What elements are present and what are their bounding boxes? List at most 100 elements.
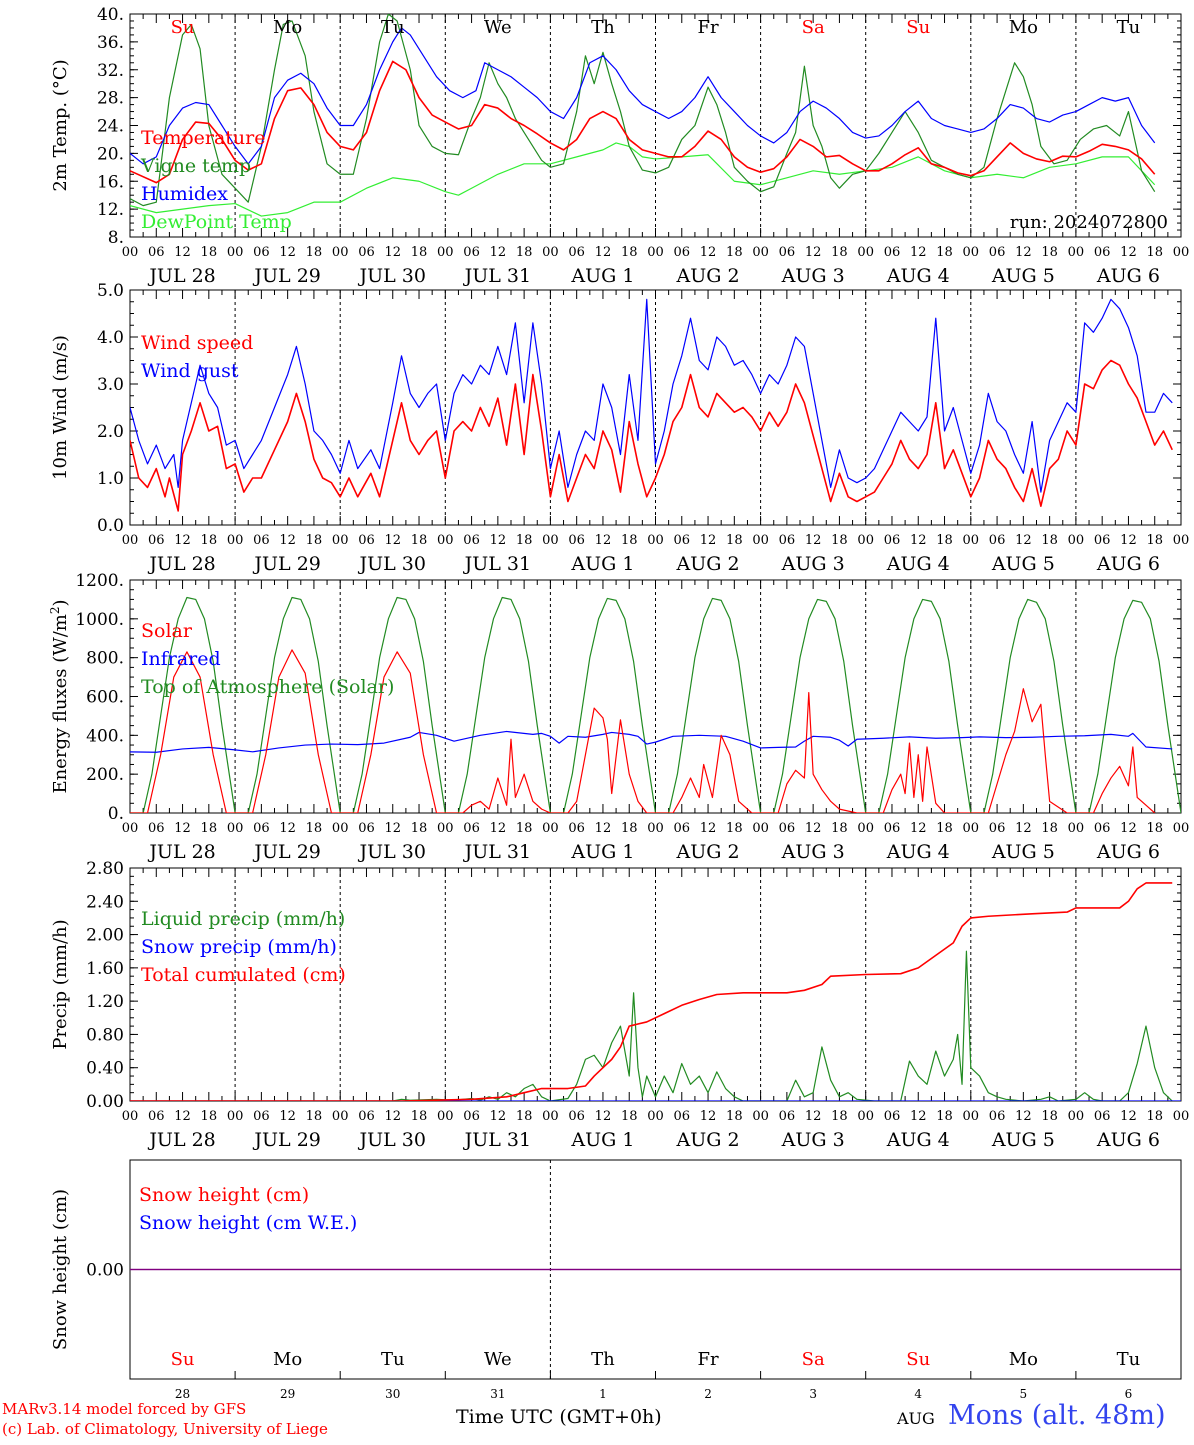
- legend-entry: DewPoint Temp: [141, 211, 292, 233]
- day-number-label: 3: [809, 1387, 817, 1401]
- hour-tick-label: 06: [989, 1109, 1006, 1124]
- hour-tick-label: 00: [1173, 245, 1190, 260]
- day-number-label: 6: [1125, 1387, 1133, 1401]
- hour-tick-label: 06: [463, 1109, 480, 1124]
- hour-tick-label: 12: [910, 533, 927, 548]
- hour-tick-label: 18: [621, 245, 638, 260]
- date-label: JUL 28: [147, 265, 215, 287]
- hour-tick-label: 00: [1068, 533, 1085, 548]
- date-label: JUL 30: [358, 553, 426, 575]
- hour-tick-label: 12: [1015, 821, 1032, 836]
- hour-tick-label: 06: [779, 533, 796, 548]
- hour-tick-label: 18: [516, 821, 533, 836]
- legend-entry: Snow precip (mm/h): [141, 936, 337, 958]
- date-label: AUG 4: [886, 841, 950, 863]
- hour-tick-label: 12: [1120, 245, 1137, 260]
- y-axis-label: 10m Wind (m/s): [50, 335, 71, 480]
- hour-tick-label: 00: [122, 245, 139, 260]
- hour-tick-label: 18: [516, 245, 533, 260]
- hour-tick-label: 18: [516, 1109, 533, 1124]
- date-label: AUG 5: [991, 841, 1055, 863]
- y-tick-label: 4.0: [97, 328, 124, 348]
- hour-tick-label: 12: [174, 245, 191, 260]
- date-label: AUG 2: [676, 553, 740, 575]
- legend-entry: Infrared: [141, 648, 221, 670]
- weekday-label: Sa: [802, 17, 825, 38]
- hour-tick-label: 18: [1041, 245, 1058, 260]
- hour-tick-label: 18: [1146, 821, 1163, 836]
- y-tick-label: 400.: [86, 726, 124, 746]
- panel-snow: Su 28 Mo 29 Tu 30 We 31 Th 1 Fr 2 Sa 3 Su 4 Mo 5 Tu 6 0.00 Sn…: [50, 1159, 1182, 1401]
- hour-tick-label: 06: [779, 1109, 796, 1124]
- series-line-top-of-atmosphere-solar: [130, 596, 1181, 813]
- hour-tick-label: 06: [253, 1109, 270, 1124]
- series-group: [130, 596, 1181, 813]
- hour-tick-label: 12: [805, 1109, 822, 1124]
- hour-tick-label: 00: [857, 533, 874, 548]
- hour-tick-label: 12: [595, 533, 612, 548]
- y-tick-label: 36.: [97, 33, 124, 53]
- y-tick-label: 20.: [97, 144, 124, 164]
- day-number-label: 2: [704, 1387, 712, 1401]
- hour-tick-label: 00: [1173, 1109, 1190, 1124]
- hour-tick-label: 12: [174, 1109, 191, 1124]
- y-tick-label: 0.80: [86, 1025, 124, 1045]
- y-tick-label: 0.: [108, 804, 124, 824]
- legend-entry: Snow height (cm): [139, 1184, 309, 1206]
- hour-tick-label: 00: [332, 533, 349, 548]
- hour-tick-label: 06: [463, 821, 480, 836]
- y-tick-label: 5.0: [97, 281, 124, 301]
- weekday-label: Fr: [698, 1349, 719, 1370]
- y-tick-label: 24.: [97, 117, 124, 137]
- hour-tick-label: 18: [411, 533, 428, 548]
- day-number-label: 4: [914, 1387, 922, 1401]
- hour-tick-label: 18: [726, 245, 743, 260]
- y-tick-label: 600.: [86, 688, 124, 708]
- hour-tick-label: 06: [568, 821, 585, 836]
- y-tick-label: 0.00: [86, 1092, 124, 1112]
- hour-tick-label: 12: [700, 533, 717, 548]
- y-axis-label: Snow height (cm): [50, 1189, 71, 1350]
- hour-tick-label: 00: [437, 533, 454, 548]
- date-label: JUL 29: [252, 841, 320, 863]
- date-label: AUG 3: [781, 1129, 845, 1151]
- hour-tick-label: 12: [384, 533, 401, 548]
- hour-tick-label: 12: [1015, 1109, 1032, 1124]
- hour-tick-label: 00: [437, 1109, 454, 1124]
- hour-tick-label: 06: [1094, 1109, 1111, 1124]
- hour-tick-label: 00: [1068, 1109, 1085, 1124]
- hour-tick-label: 18: [936, 533, 953, 548]
- date-label: AUG 1: [570, 553, 634, 575]
- y-axis-label: 2m Temp. (°C): [50, 59, 71, 191]
- hour-tick-label: 00: [647, 533, 664, 548]
- legend-entry: Solar: [141, 620, 193, 642]
- hour-tick-label: 06: [884, 821, 901, 836]
- day-number-label: 1: [599, 1387, 607, 1401]
- date-label: AUG 6: [1096, 265, 1160, 287]
- date-label: AUG 5: [991, 265, 1055, 287]
- hour-tick-label: 06: [1094, 533, 1111, 548]
- date-label: AUG 4: [886, 265, 950, 287]
- hour-tick-label: 12: [279, 533, 296, 548]
- y-tick-label: 32.: [97, 61, 124, 81]
- hour-tick-label: 12: [174, 821, 191, 836]
- hour-tick-label: 00: [963, 821, 980, 836]
- hour-tick-label: 00: [332, 245, 349, 260]
- date-label: AUG 1: [570, 265, 634, 287]
- hour-tick-label: 12: [1120, 1109, 1137, 1124]
- y-tick-label: 40.: [97, 5, 124, 25]
- hour-tick-label: 00: [227, 245, 244, 260]
- hour-tick-label: 12: [595, 245, 612, 260]
- hour-tick-label: 18: [1041, 1109, 1058, 1124]
- date-label: AUG 2: [676, 1129, 740, 1151]
- hour-tick-label: 00: [122, 1109, 139, 1124]
- date-label: JUL 31: [463, 265, 531, 287]
- hour-tick-label: 00: [647, 245, 664, 260]
- legend-entry: Wind speed: [141, 332, 253, 354]
- hour-tick-label: 12: [1015, 533, 1032, 548]
- y-tick-label: 2.00: [86, 926, 124, 946]
- hour-tick-label: 06: [884, 533, 901, 548]
- date-label: AUG 5: [991, 1129, 1055, 1151]
- hour-tick-label: 00: [752, 821, 769, 836]
- hour-tick-label: 00: [857, 1109, 874, 1124]
